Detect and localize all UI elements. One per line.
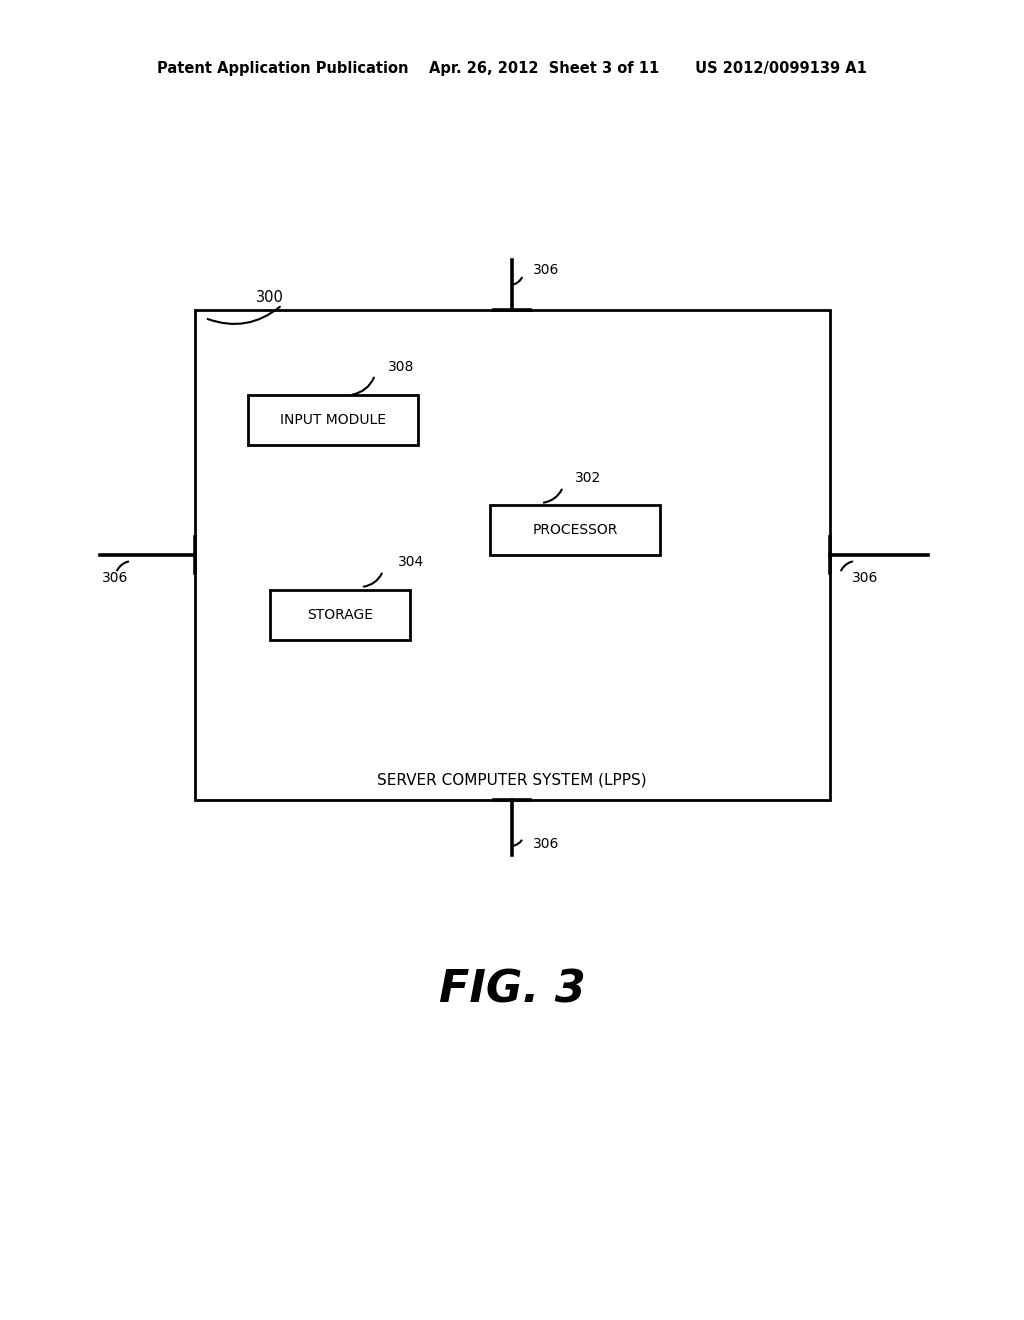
Text: INPUT MODULE: INPUT MODULE <box>280 413 386 426</box>
Text: PROCESSOR: PROCESSOR <box>532 523 617 537</box>
Text: 306: 306 <box>102 572 128 585</box>
Text: 304: 304 <box>398 554 424 569</box>
Bar <box>270 590 410 640</box>
Text: 306: 306 <box>534 837 559 851</box>
Text: 302: 302 <box>575 471 601 484</box>
Text: 306: 306 <box>852 572 879 585</box>
Text: 308: 308 <box>388 360 415 374</box>
Text: SERVER COMPUTER SYSTEM (LPPS): SERVER COMPUTER SYSTEM (LPPS) <box>377 772 647 788</box>
Text: 300: 300 <box>256 290 284 305</box>
Text: STORAGE: STORAGE <box>307 609 373 622</box>
Text: FIG. 3: FIG. 3 <box>438 969 586 1011</box>
Bar <box>248 395 418 445</box>
Text: Patent Application Publication    Apr. 26, 2012  Sheet 3 of 11       US 2012/009: Patent Application Publication Apr. 26, … <box>157 61 867 75</box>
Bar <box>195 310 830 800</box>
Bar <box>490 506 660 554</box>
Text: 306: 306 <box>534 263 559 277</box>
